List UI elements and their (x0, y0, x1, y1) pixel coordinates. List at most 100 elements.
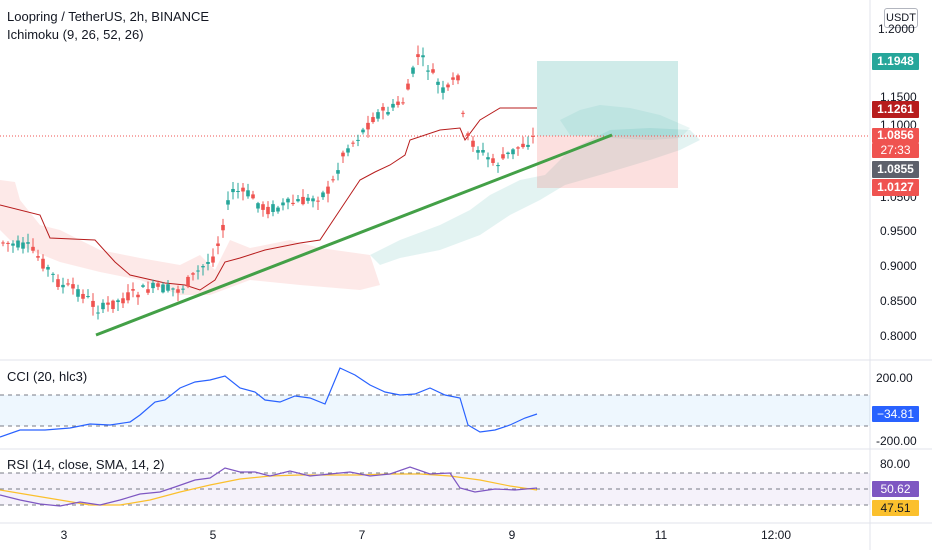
candle-body (156, 283, 160, 287)
candle-body (396, 101, 400, 105)
candle-body (121, 298, 125, 304)
candle-body (456, 75, 460, 81)
candle-body (271, 204, 275, 212)
candle-body (16, 240, 20, 248)
time-tick: 3 (60, 528, 68, 542)
candle-body (26, 242, 30, 244)
candle-body (306, 197, 310, 201)
candle-body (251, 194, 255, 199)
cci-value-tag: −34.81 (872, 406, 919, 422)
candle-body (326, 186, 330, 194)
kijun-line (0, 107, 537, 291)
candle-body (106, 302, 110, 305)
candle-body (411, 67, 415, 74)
candle-body (486, 157, 490, 160)
candle-body (316, 200, 320, 202)
candle-body (31, 246, 35, 251)
candle-body (501, 154, 505, 159)
candle-body (101, 302, 105, 310)
target-price-tag: 1.1948 (872, 53, 919, 70)
candle-body (296, 199, 300, 202)
candle-body (496, 165, 500, 167)
price-tick: 0.8000 (880, 329, 917, 343)
candle-body (336, 170, 340, 174)
cci-tick: 200.00 (876, 371, 913, 385)
candle-body (111, 300, 115, 309)
candle-body (416, 54, 420, 58)
candle-body (6, 242, 10, 244)
candle-body (366, 122, 370, 130)
candle-body (66, 283, 70, 285)
candle-body (41, 258, 45, 269)
candle-body (126, 292, 130, 301)
candle-body (376, 112, 380, 119)
profit-zone[interactable] (537, 61, 678, 136)
candle-body (211, 256, 215, 263)
cci-legend[interactable]: CCI (20, hlc3) (7, 369, 88, 384)
candle-body (131, 289, 135, 291)
rsi-value-tag: 50.62 (872, 481, 919, 497)
candle-body (391, 103, 395, 108)
symbol-legend[interactable]: Loopring / TetherUS, 2h, BINANCE (7, 9, 210, 24)
candle-body (286, 198, 290, 203)
candle-body (386, 112, 390, 115)
candles[interactable] (1, 45, 535, 320)
candle-body (46, 266, 50, 270)
candle-body (236, 190, 240, 192)
candle-body (116, 300, 120, 303)
candle-body (321, 192, 325, 198)
cci-tick: -200.00 (876, 434, 917, 448)
rsi-line (0, 466, 538, 507)
candle-body (86, 296, 90, 298)
candle-body (241, 187, 245, 192)
candle-body (51, 273, 55, 275)
candle-body (331, 179, 335, 181)
candle-body (531, 135, 535, 137)
candle-body (61, 284, 65, 288)
cloud-bullish-upper (560, 105, 690, 140)
candle-body (201, 266, 205, 268)
candle-body (231, 188, 235, 193)
candle-body (441, 87, 445, 93)
candle-body (476, 150, 480, 153)
candle-body (141, 285, 145, 287)
candle-body (511, 149, 515, 155)
candle-body (481, 150, 485, 153)
candle-body (161, 284, 165, 293)
candle-body (426, 70, 430, 72)
ichimoku-legend[interactable]: Ichimoku (9, 26, 52, 26) (7, 27, 144, 42)
candle-body (311, 198, 315, 202)
price-tick: 0.8500 (880, 294, 917, 308)
candle-body (406, 83, 410, 90)
candle-body (11, 243, 15, 246)
candle-body (181, 288, 185, 290)
candle-body (401, 102, 405, 104)
candle-body (191, 273, 195, 275)
price-tick: 0.9000 (880, 259, 917, 273)
candle-body (221, 224, 225, 231)
candle-body (351, 142, 355, 144)
candle-body (281, 202, 285, 206)
candle-body (136, 294, 140, 298)
price-tick: 1.2000 (878, 22, 915, 36)
loss-zone[interactable] (537, 136, 678, 188)
candle-body (491, 158, 495, 163)
time-tick: 7 (358, 528, 366, 542)
rsi-legend[interactable]: RSI (14, close, SMA, 14, 2) (7, 457, 165, 472)
price-tick: 0.9500 (880, 224, 917, 238)
candle-body (256, 203, 260, 209)
currency-button[interactable]: USDT (884, 8, 918, 28)
time-tick: 12:00 (760, 528, 792, 542)
candle-body (361, 129, 365, 133)
candle-body (471, 140, 475, 147)
candle-body (36, 256, 40, 258)
rsi-ma-value-tag: 47.51 (872, 500, 919, 516)
candle-body (506, 152, 510, 155)
candle-body (276, 207, 280, 212)
candle-body (196, 270, 200, 272)
candle-body (206, 261, 210, 264)
trend-line[interactable] (95, 133, 613, 337)
cloud-bearish (0, 180, 380, 295)
candle-body (166, 284, 170, 291)
